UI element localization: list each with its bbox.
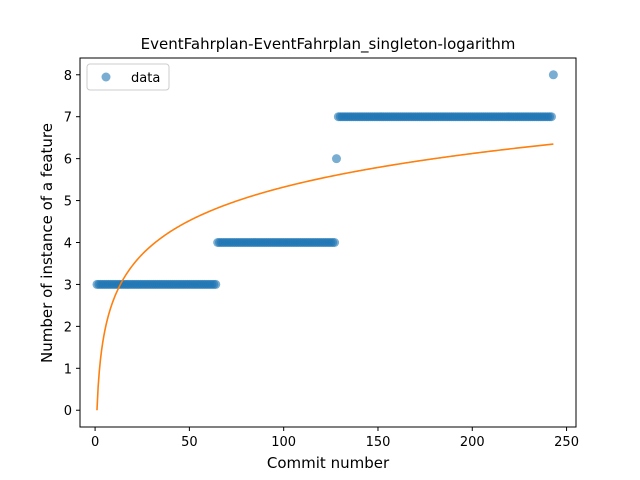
chart-title: EventFahrplan-EventFahrplan_singleton-lo… <box>141 35 516 54</box>
legend-label-data: data <box>131 71 160 86</box>
x-axis-label: Commit number <box>267 454 390 472</box>
fit-curve <box>96 143 554 411</box>
legend: data <box>86 63 170 91</box>
y-tick-label: 1 <box>64 362 72 377</box>
y-tick-label: 7 <box>64 111 72 126</box>
x-tick-label: 250 <box>554 435 579 450</box>
y-tick-label: 5 <box>64 195 72 210</box>
data-point <box>330 238 340 247</box>
data-point <box>548 70 558 80</box>
y-tick-label: 2 <box>64 320 72 335</box>
legend-marker-data <box>101 72 111 82</box>
data-point <box>331 154 341 164</box>
y-tick-label: 6 <box>64 153 72 168</box>
x-tick-label: 150 <box>366 435 391 450</box>
y-tick-label: 4 <box>64 237 72 252</box>
x-tick-label: 100 <box>271 435 296 450</box>
x-tick-label: 0 <box>91 435 99 450</box>
x-tick-label: 50 <box>181 435 198 450</box>
y-tick-label: 0 <box>64 404 72 419</box>
plot-area <box>92 70 558 411</box>
y-tick-label: 3 <box>64 278 72 293</box>
ticks: 0 50 100 150 200 250 0 1 2 3 4 5 6 7 8 <box>64 69 579 450</box>
x-tick-label: 200 <box>460 435 485 450</box>
data-point <box>211 279 221 289</box>
legend-frame <box>86 63 170 91</box>
y-axis-label: Number of instance of a feature <box>38 123 56 363</box>
y-tick-label: 8 <box>64 69 72 84</box>
data-point <box>546 112 556 122</box>
